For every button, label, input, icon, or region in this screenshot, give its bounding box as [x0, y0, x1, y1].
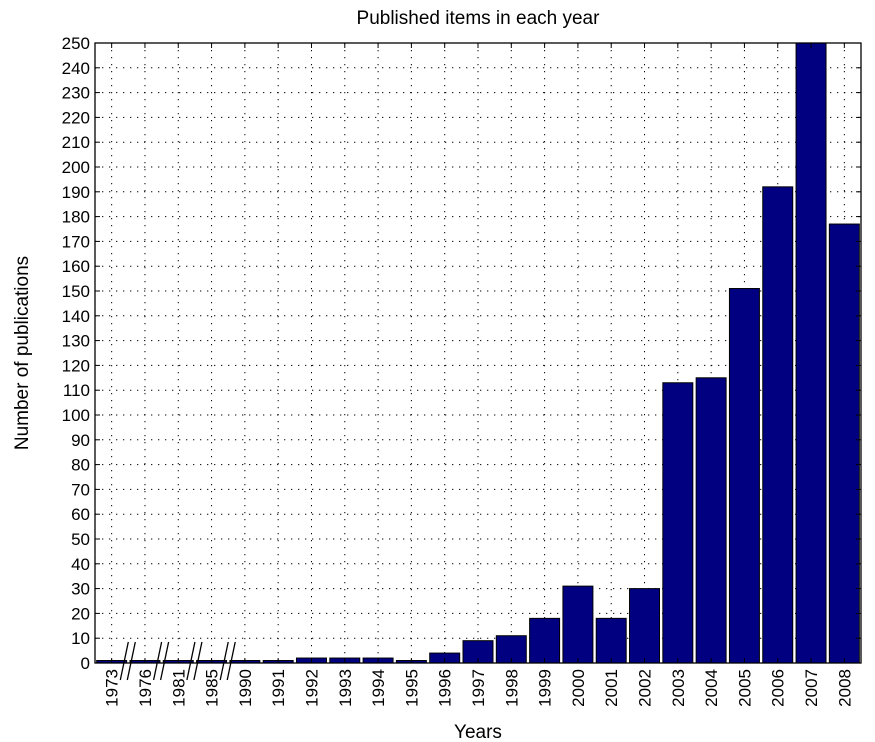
chart-title: Published items in each year	[357, 8, 601, 29]
axis-break-mark	[119, 641, 136, 681]
x-axis-title: Years	[454, 722, 502, 742]
bar-2002	[629, 588, 661, 664]
bar-2001	[595, 617, 627, 664]
x-tick-label: 1997	[469, 669, 488, 707]
axis-break-stroke	[119, 641, 129, 681]
x-tick-label: 2007	[802, 669, 821, 707]
axis-break-stroke	[126, 641, 136, 681]
x-tick-label: 1976	[136, 669, 155, 707]
y-tick-label: 200	[62, 158, 90, 177]
axis-break-stroke	[193, 641, 203, 681]
x-tick-label: 1999	[536, 669, 555, 707]
x-tick-label: 1994	[369, 669, 388, 707]
ticks	[95, 42, 861, 664]
y-tick-labels: 0 10 20 30 40 50 60 70 80 90 100 110 120 130 140 150 160…	[62, 34, 90, 673]
axis-break-mark	[152, 641, 170, 681]
x-tick-label: 2002	[636, 669, 655, 707]
bar-2008	[828, 223, 860, 664]
axis-breaks	[119, 641, 236, 681]
x-tick-label: 2003	[669, 669, 688, 707]
x-tick-label: 1973	[103, 669, 122, 707]
y-tick-label: 110	[63, 381, 90, 400]
y-tick-label: 130	[62, 332, 90, 351]
x-tick-label: 2001	[602, 669, 621, 707]
bars	[96, 42, 860, 664]
axis-break-stroke	[159, 641, 170, 681]
y-tick-label: 0	[81, 654, 90, 673]
x-tick-label: 1991	[269, 669, 288, 707]
y-tick-label: 100	[62, 406, 90, 425]
y-tick-label: 170	[62, 232, 90, 251]
bar-2003	[662, 382, 694, 664]
x-tick-label: 1996	[436, 669, 455, 707]
axis-break-stroke	[152, 641, 163, 681]
y-tick-label: 20	[71, 604, 90, 623]
y-tick-label: 70	[71, 480, 90, 499]
x-tick-label: 2000	[569, 669, 588, 707]
x-tick-label: 2006	[769, 669, 788, 707]
x-tick-label: 1998	[502, 669, 521, 707]
y-tick-label: 180	[62, 208, 90, 227]
bar-2004	[695, 377, 727, 664]
y-tick-label: 50	[71, 530, 90, 549]
x-tick-label: 1995	[402, 669, 421, 707]
axis-break-mark	[219, 641, 236, 681]
y-tick-label: 160	[62, 257, 90, 276]
y-tick-label: 140	[62, 307, 90, 326]
y-axis-title: Number of publications	[12, 256, 33, 450]
axis-break-stroke	[219, 641, 229, 681]
x-tick-label: 1985	[203, 669, 222, 707]
y-tick-label: 230	[62, 84, 90, 103]
y-tick-label: 30	[71, 580, 90, 599]
y-tick-label: 60	[71, 505, 90, 524]
y-tick-label: 120	[62, 356, 90, 375]
axis-break-stroke	[226, 641, 236, 681]
y-tick-label: 10	[71, 629, 90, 648]
bar-2007	[795, 42, 827, 664]
x-tick-label: 1990	[236, 669, 255, 707]
axis-break-mark	[186, 641, 203, 681]
bar-2006	[762, 186, 794, 664]
x-tick-label: 2005	[735, 669, 754, 707]
y-tick-label: 90	[71, 431, 90, 450]
y-tick-label: 190	[62, 183, 90, 202]
y-tick-label: 40	[71, 555, 90, 574]
y-tick-label: 210	[62, 133, 90, 152]
x-tick-label: 1981	[169, 669, 188, 707]
x-tick-label: 1992	[302, 669, 321, 707]
y-tick-label: 150	[62, 282, 90, 301]
y-tick-label: 240	[62, 59, 90, 78]
x-tick-label: 1993	[336, 669, 355, 707]
y-tick-label: 80	[71, 456, 90, 475]
y-tick-label: 220	[62, 108, 90, 127]
x-tick-label: 2004	[702, 669, 721, 707]
bar-2000	[562, 585, 594, 664]
axis-break-stroke	[186, 641, 196, 681]
x-tick-labels: 1973 1976 1981 1985 1990 1991 1992 1993 1994 1995…	[103, 669, 855, 707]
x-tick-label: 2008	[835, 669, 854, 707]
y-tick-label: 250	[62, 34, 90, 53]
bar-2005	[728, 288, 760, 664]
bar-1999	[529, 617, 561, 664]
